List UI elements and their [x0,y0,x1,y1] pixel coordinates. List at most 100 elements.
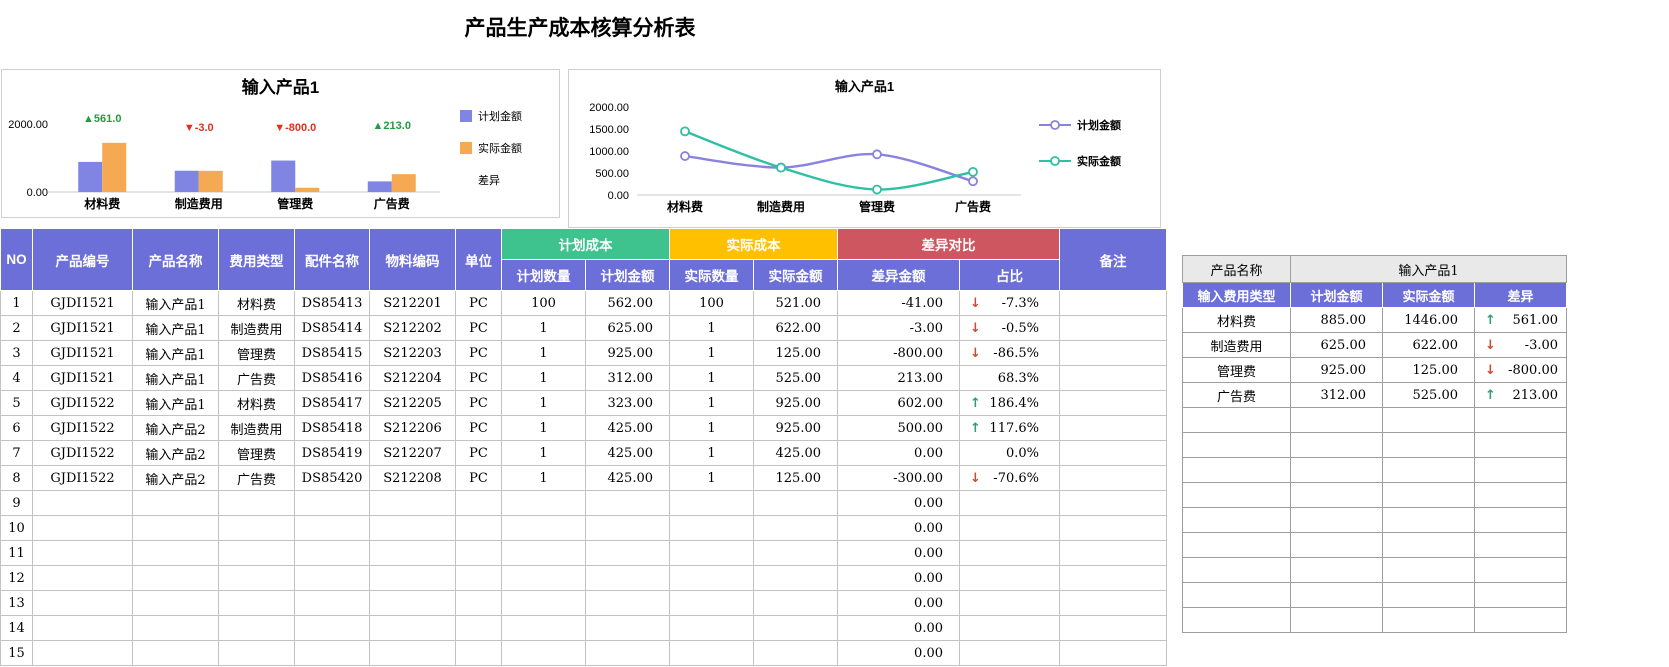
cell-actual-qty[interactable]: 1 [669,365,754,391]
col-header-actual-qty[interactable]: 实际数量 [669,259,754,291]
empty-cell[interactable] [1473,557,1568,583]
cell-remark[interactable] [1059,640,1167,666]
cell-product-code[interactable]: GJDI1521 [32,290,133,316]
cell-material-code[interactable] [369,515,456,541]
cell-diff-amount[interactable]: 602.00 [837,390,960,416]
cell-actual-amount[interactable]: 521.00 [753,290,838,316]
empty-cell[interactable] [1382,507,1475,533]
cell-fee-type[interactable]: 材料费 [218,390,295,416]
empty-cell[interactable] [1382,582,1475,608]
cell-part-name[interactable]: DS85415 [294,340,370,366]
cell-part-name[interactable] [294,515,370,541]
cell-plan-qty[interactable]: 1 [501,315,586,341]
cell-diff-amount[interactable]: 0.00 [837,640,960,666]
cell-remark[interactable] [1059,465,1167,491]
cell-plan-amount[interactable] [585,640,670,666]
cell-ratio[interactable]: 68.3% [959,365,1060,391]
cell-fee-type[interactable] [218,640,295,666]
cell-diff-amount[interactable]: -800.00 [837,340,960,366]
cell-product-code[interactable]: GJDI1522 [32,465,133,491]
cell-plan-amount[interactable]: 925.00 [1290,357,1383,383]
empty-cell[interactable] [1290,532,1383,558]
cell-ratio[interactable] [959,640,1060,666]
cell-material-code[interactable] [369,640,456,666]
empty-cell[interactable] [1182,457,1291,483]
col-header-plan-qty[interactable]: 计划数量 [501,259,586,291]
cell-fee-type[interactable]: 制造费用 [218,415,295,441]
cell-part-name[interactable]: DS85419 [294,440,370,466]
cell-actual-qty[interactable]: 1 [669,415,754,441]
cell-product-name[interactable] [132,515,219,541]
cell-no[interactable]: 7 [0,440,33,466]
cell-part-name[interactable] [294,640,370,666]
col-header-diff-amount[interactable]: 差异金额 [837,259,960,291]
cell-product-code[interactable]: GJDI1522 [32,415,133,441]
empty-cell[interactable] [1290,482,1383,508]
cell-material-code[interactable]: S212207 [369,440,456,466]
cell-unit[interactable] [455,540,502,566]
cell-plan-amount[interactable] [585,565,670,591]
cell-fee-type[interactable]: 广告费 [218,465,295,491]
cell-plan-amount[interactable] [585,515,670,541]
cell-product-name[interactable] [132,565,219,591]
cell-fee-type[interactable] [218,515,295,541]
cell-plan-qty[interactable]: 1 [501,365,586,391]
cell-remark[interactable] [1059,390,1167,416]
col-header-product-name[interactable]: 产品名称 [132,228,219,291]
group-header-diff-compare[interactable]: 差异对比 [837,228,1060,260]
cell-diff[interactable]: ↑ 213.00 [1473,382,1568,408]
cell-product-code[interactable] [32,565,133,591]
cell-actual-qty[interactable]: 100 [669,290,754,316]
cell-no[interactable]: 15 [0,640,33,666]
cell-plan-amount[interactable]: 425.00 [585,465,670,491]
summary-col-actual-amount[interactable]: 实际金额 [1382,282,1475,308]
cell-product-name[interactable]: 输入产品1 [132,390,219,416]
cell-actual-amount[interactable] [753,490,838,516]
cell-plan-qty[interactable] [501,540,586,566]
empty-cell[interactable] [1182,582,1291,608]
cell-part-name[interactable]: DS85420 [294,465,370,491]
cell-actual-amount[interactable] [753,590,838,616]
cell-material-code[interactable]: S212203 [369,340,456,366]
summary-corner-label[interactable]: 产品名称 [1182,255,1291,283]
cell-product-name[interactable]: 输入产品1 [132,365,219,391]
cell-fee-type[interactable] [218,540,295,566]
empty-cell[interactable] [1182,557,1291,583]
cell-part-name[interactable]: DS85413 [294,290,370,316]
cell-remark[interactable] [1059,290,1167,316]
cell-ratio[interactable] [959,615,1060,641]
cell-no[interactable]: 6 [0,415,33,441]
cell-plan-amount[interactable]: 425.00 [585,415,670,441]
empty-cell[interactable] [1473,432,1568,458]
cell-actual-qty[interactable] [669,490,754,516]
cell-no[interactable]: 12 [0,565,33,591]
cell-part-name[interactable] [294,490,370,516]
cell-unit[interactable] [455,490,502,516]
col-header-ratio[interactable]: 占比 [959,259,1060,291]
cell-plan-qty[interactable]: 1 [501,390,586,416]
cell-material-code[interactable] [369,615,456,641]
cell-unit[interactable]: PC [455,465,502,491]
cell-actual-qty[interactable] [669,515,754,541]
cell-plan-amount[interactable] [585,590,670,616]
cell-product-code[interactable]: GJDI1521 [32,340,133,366]
cell-diff[interactable]: ↓ -3.00 [1473,332,1568,358]
empty-cell[interactable] [1290,407,1383,433]
cell-unit[interactable]: PC [455,340,502,366]
empty-cell[interactable] [1182,507,1291,533]
cell-unit[interactable]: PC [455,440,502,466]
cell-plan-amount[interactable] [585,490,670,516]
empty-cell[interactable] [1290,457,1383,483]
cell-remark[interactable] [1059,615,1167,641]
cell-plan-qty[interactable]: 1 [501,440,586,466]
cell-plan-amount[interactable] [585,615,670,641]
cell-plan-amount[interactable]: 312.00 [1290,382,1383,408]
cell-ratio[interactable] [959,515,1060,541]
cell-product-name[interactable] [132,540,219,566]
cell-actual-amount[interactable] [753,615,838,641]
cell-material-code[interactable]: S212201 [369,290,456,316]
empty-cell[interactable] [1473,482,1568,508]
cell-unit[interactable]: PC [455,315,502,341]
cell-no[interactable]: 3 [0,340,33,366]
cell-product-name[interactable]: 输入产品1 [132,340,219,366]
